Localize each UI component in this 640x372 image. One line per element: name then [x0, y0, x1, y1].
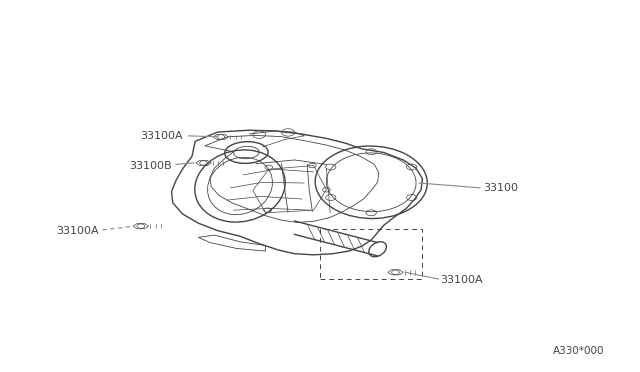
Text: A330*000: A330*000: [554, 346, 605, 356]
Text: 33100A: 33100A: [140, 131, 182, 141]
Text: 33100B: 33100B: [129, 161, 172, 170]
Text: 33100A: 33100A: [440, 275, 483, 285]
Text: 33100A: 33100A: [56, 226, 99, 235]
Text: 33100: 33100: [483, 183, 518, 193]
